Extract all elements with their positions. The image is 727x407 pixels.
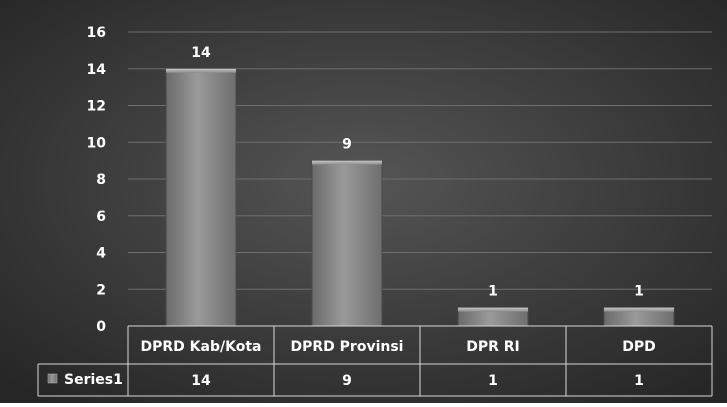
legend-series-name: Series1 xyxy=(64,372,123,388)
bar xyxy=(165,68,237,327)
x-category-label: DPRD Provinsi xyxy=(291,339,404,355)
bar-top-highlight xyxy=(166,68,236,73)
y-axis: 0 2 4 6 8 10 12 14 16 xyxy=(87,25,107,335)
bar-top-highlight xyxy=(604,307,674,312)
y-tick-label: 0 xyxy=(96,319,106,335)
x-category-label: DPR RI xyxy=(466,339,520,355)
data-table-value: 1 xyxy=(634,373,644,389)
data-label: 1 xyxy=(634,284,644,300)
y-tick-label: 2 xyxy=(96,282,106,298)
bar xyxy=(311,160,383,327)
data-table-value: 9 xyxy=(342,373,352,389)
y-tick-label: 14 xyxy=(87,62,107,78)
legend-key xyxy=(47,373,58,384)
data-table-value: 14 xyxy=(191,373,211,389)
bar-top-highlight xyxy=(458,307,528,312)
x-category-label: DPRD Kab/Kota xyxy=(141,339,262,355)
bar-top-highlight xyxy=(312,160,382,165)
data-table-value: 1 xyxy=(488,373,498,389)
y-tick-label: 16 xyxy=(87,25,106,41)
y-tick-label: 10 xyxy=(87,135,107,151)
y-tick-label: 12 xyxy=(87,99,106,115)
x-category-label: DPD xyxy=(622,339,656,355)
y-tick-label: 4 xyxy=(96,246,106,262)
data-label: 14 xyxy=(191,45,211,61)
y-tick-label: 6 xyxy=(96,209,106,225)
data-labels: 14 9 1 1 xyxy=(191,45,644,300)
data-label: 9 xyxy=(342,137,352,153)
bars xyxy=(165,68,675,327)
data-table: DPRD Kab/Kota DPRD Provinsi DPR RI DPD Serie… xyxy=(37,325,713,397)
y-tick-label: 8 xyxy=(96,172,106,188)
data-label: 1 xyxy=(488,284,498,300)
